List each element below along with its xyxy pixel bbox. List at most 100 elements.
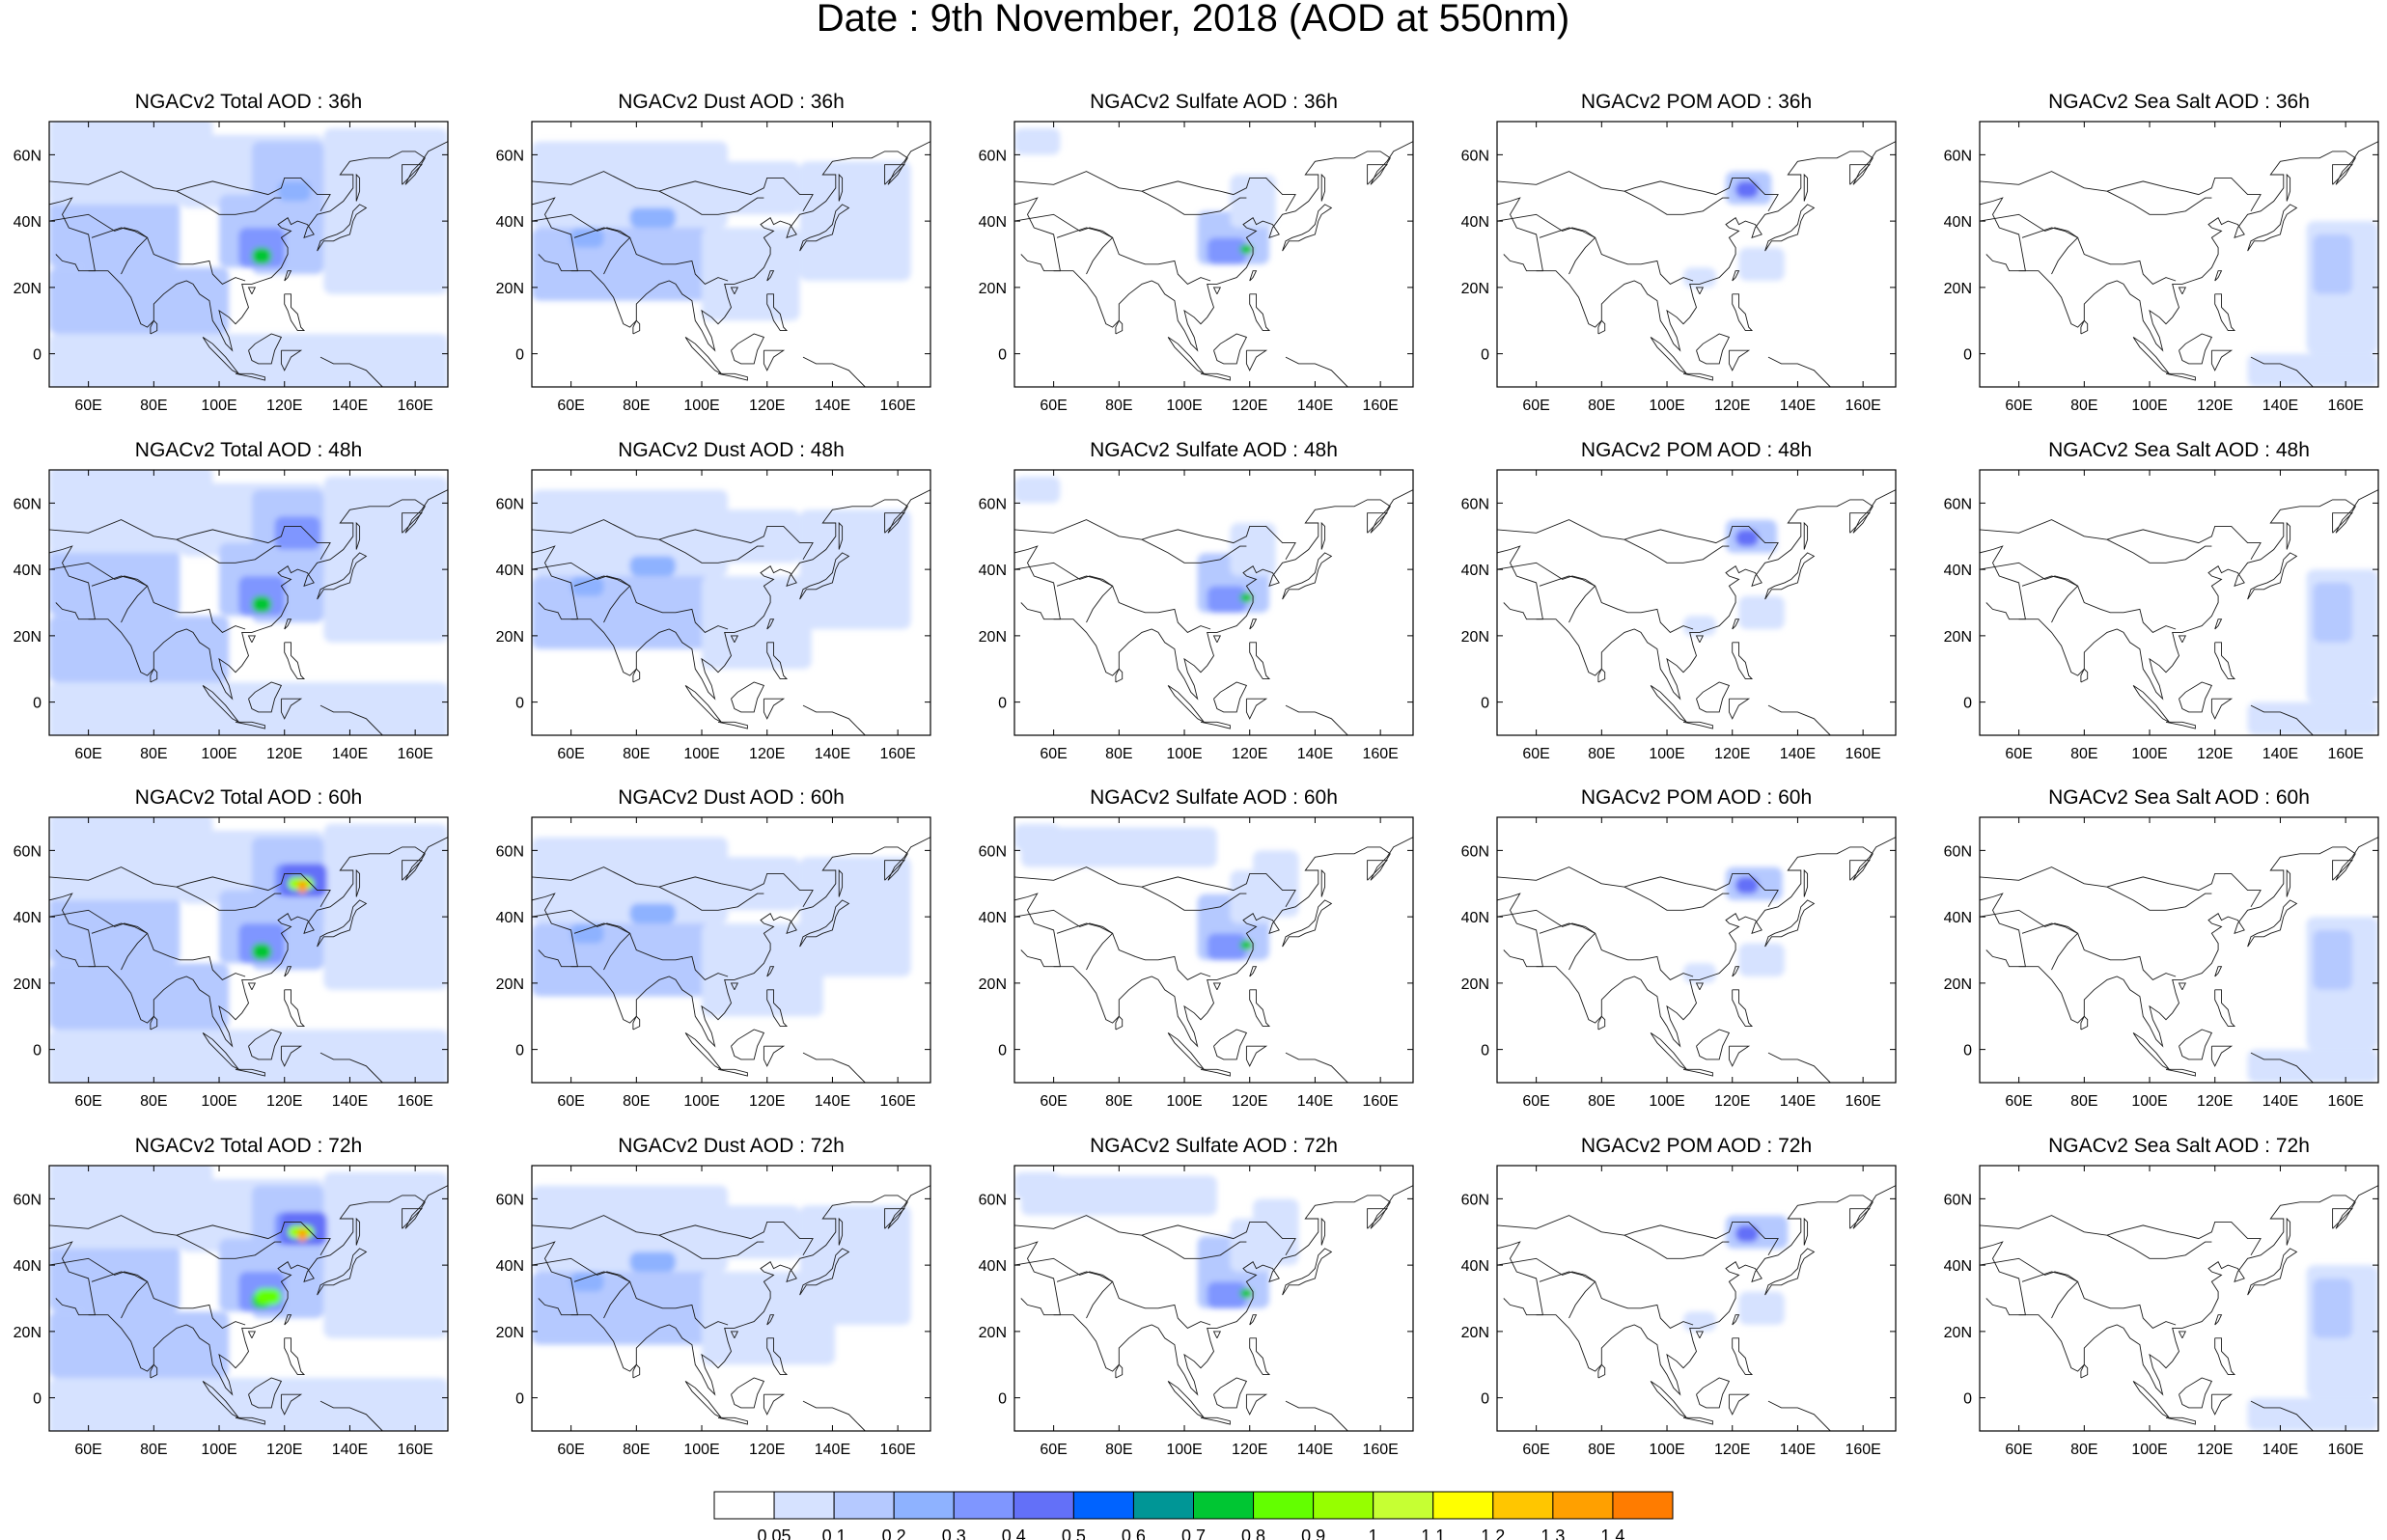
coastline bbox=[1650, 1032, 1687, 1070]
aod-field bbox=[1014, 476, 1413, 735]
panel-title: NGACv2 Sea Salt AOD : 48h bbox=[2048, 439, 2310, 461]
coastline bbox=[802, 1400, 866, 1431]
coastline bbox=[88, 837, 448, 1048]
coastline bbox=[1803, 1217, 1809, 1246]
x-tick-label: 60E bbox=[74, 398, 101, 414]
coastline bbox=[1849, 512, 1871, 534]
coastline bbox=[150, 668, 158, 683]
coastline bbox=[766, 966, 775, 977]
coastline bbox=[317, 204, 368, 252]
y-tick-label: 0 bbox=[33, 1391, 42, 1408]
coastline bbox=[2332, 1208, 2353, 1229]
coastline bbox=[632, 1363, 641, 1379]
y-tick-label: 40N bbox=[1461, 214, 1489, 231]
coastline bbox=[1597, 319, 1606, 335]
map-panel: NGACv2 Dust AOD : 36h 60E 80E 100E 120E 140E 1… bbox=[496, 91, 931, 414]
x-tick-label: 100E bbox=[683, 398, 719, 414]
coastline bbox=[838, 1217, 844, 1246]
x-tick-label: 140E bbox=[1780, 746, 1816, 762]
y-tick-label: 0 bbox=[1963, 1391, 1972, 1408]
coastline bbox=[532, 562, 729, 633]
y-tick-label: 20N bbox=[979, 976, 1007, 993]
aod-area bbox=[702, 228, 800, 321]
coastline bbox=[2286, 173, 2291, 202]
colorbar-swatch bbox=[773, 1491, 835, 1520]
aod-field bbox=[532, 837, 930, 1083]
coastline bbox=[91, 1271, 149, 1319]
x-tick-label: 120E bbox=[749, 1442, 785, 1458]
coastline bbox=[717, 1416, 748, 1425]
aod-area bbox=[1738, 595, 1785, 629]
coastline bbox=[1980, 909, 2177, 980]
aod-field bbox=[1014, 1171, 1413, 1431]
aod-area bbox=[1207, 1281, 1247, 1308]
x-tick-label: 100E bbox=[1166, 398, 1202, 414]
coastline bbox=[1764, 1248, 1816, 1296]
coastline bbox=[1980, 545, 2026, 620]
x-tick-label: 60E bbox=[1040, 398, 1067, 414]
panel-title: NGACv2 POM AOD : 48h bbox=[1581, 439, 1812, 461]
coastline bbox=[1282, 899, 1333, 948]
aod-area bbox=[1014, 476, 1061, 504]
coastline bbox=[1539, 922, 1596, 971]
aod-area bbox=[570, 1272, 604, 1292]
x-tick-label: 120E bbox=[2197, 746, 2233, 762]
coastline bbox=[2250, 704, 2314, 735]
coastline bbox=[1014, 866, 1296, 908]
x-tick-label: 120E bbox=[266, 1093, 302, 1110]
coastline bbox=[766, 989, 789, 1028]
coastline bbox=[1282, 552, 1333, 600]
x-tick-label: 160E bbox=[1362, 398, 1398, 414]
coastline bbox=[1536, 141, 1896, 352]
coastline bbox=[402, 1208, 423, 1229]
map-frame bbox=[48, 816, 449, 1084]
coastline-layer bbox=[532, 141, 930, 387]
aod-field bbox=[532, 1185, 930, 1431]
colorbar-label: 1 bbox=[1369, 1526, 1378, 1540]
coastline-layer bbox=[1980, 489, 2378, 735]
coastline bbox=[570, 837, 930, 1048]
aod-area bbox=[2313, 1278, 2352, 1338]
colorbar-swatch bbox=[1313, 1491, 1374, 1520]
y-tick-label: 60N bbox=[14, 843, 42, 860]
y-tick-label: 20N bbox=[14, 976, 42, 993]
aod-area bbox=[532, 576, 712, 649]
aod-area bbox=[636, 161, 800, 215]
y-tick-label: 0 bbox=[515, 347, 524, 364]
x-tick-label: 120E bbox=[1232, 1093, 1267, 1110]
x-tick-label: 140E bbox=[332, 398, 368, 414]
y-tick-label: 40N bbox=[1944, 1258, 1972, 1275]
coastline bbox=[717, 721, 748, 729]
y-tick-label: 0 bbox=[515, 1043, 524, 1059]
aod-area bbox=[1735, 1224, 1759, 1243]
coastline bbox=[1497, 562, 1694, 633]
coastline bbox=[573, 227, 631, 275]
x-tick-label: 60E bbox=[557, 1093, 584, 1110]
coastline bbox=[1014, 1215, 1296, 1256]
coastline bbox=[570, 1185, 930, 1396]
coastline bbox=[1213, 1377, 1248, 1409]
coastline bbox=[176, 538, 282, 564]
coastline bbox=[2021, 922, 2079, 971]
coastline-layer bbox=[1014, 1185, 1413, 1431]
coastline bbox=[763, 349, 786, 371]
aod-field bbox=[1497, 1185, 1896, 1431]
coastline bbox=[1213, 1029, 1248, 1060]
aod-area bbox=[629, 1251, 676, 1272]
coastline bbox=[884, 164, 905, 185]
y-tick-label: 20N bbox=[496, 281, 524, 297]
aod-area bbox=[251, 595, 272, 613]
coastline bbox=[1497, 519, 1779, 561]
colorbar-swatch bbox=[1612, 1491, 1674, 1520]
coastline bbox=[150, 319, 158, 335]
aod-area bbox=[629, 207, 676, 228]
colorbar-label: 0.7 bbox=[1181, 1526, 1206, 1540]
coastline bbox=[1624, 886, 1730, 911]
coastline bbox=[1056, 227, 1114, 275]
aod-area bbox=[277, 180, 311, 202]
coastline bbox=[532, 171, 814, 212]
coastline bbox=[799, 899, 850, 948]
colorbar-swatch bbox=[1132, 1491, 1194, 1520]
coastline bbox=[1980, 1241, 2026, 1316]
x-tick-label: 120E bbox=[266, 746, 302, 762]
